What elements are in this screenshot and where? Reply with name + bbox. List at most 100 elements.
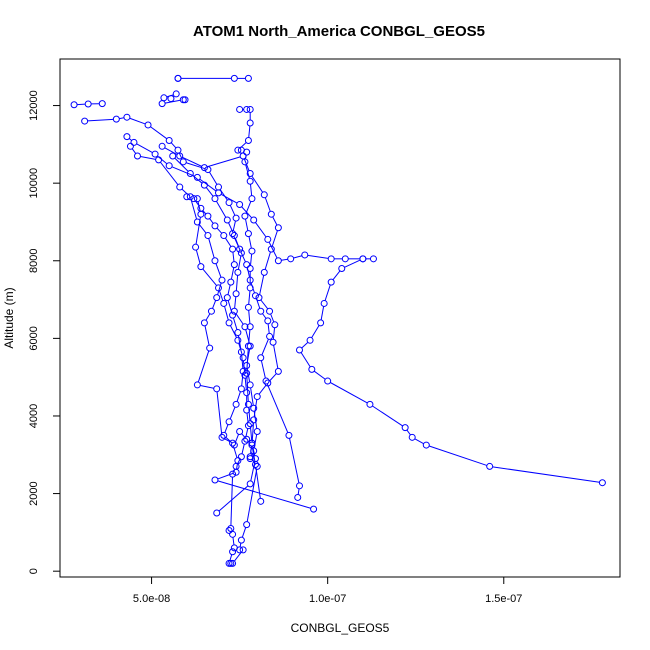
- data-point: [229, 470, 237, 478]
- series-segment: [272, 216, 278, 226]
- series-segment: [224, 306, 229, 321]
- data-point: [186, 169, 194, 177]
- data-point: [123, 113, 131, 121]
- series-segment: [242, 360, 246, 373]
- data-point: [251, 455, 259, 463]
- series-segment: [208, 238, 215, 259]
- series-segment: [297, 488, 300, 495]
- data-point: [183, 193, 191, 201]
- series-segment: [205, 313, 211, 321]
- series-segment: [252, 445, 256, 456]
- series-segment: [229, 406, 236, 420]
- data-point: [225, 418, 233, 426]
- data-point: [236, 105, 244, 113]
- series-segment: [330, 382, 368, 404]
- data-point: [241, 371, 249, 379]
- series-segment: [131, 148, 137, 154]
- data-point: [130, 138, 138, 146]
- data-point: [211, 476, 219, 484]
- series-segment: [235, 275, 239, 291]
- y-axis: 0 2000 4000 6000 8000 10000 12000: [28, 90, 60, 574]
- data-point: [250, 404, 258, 412]
- data-point: [341, 255, 349, 263]
- data-point: [241, 212, 249, 220]
- data-point: [207, 307, 215, 315]
- series-segment: [220, 193, 238, 204]
- series-segment: [246, 349, 249, 371]
- series-segment: [250, 387, 254, 406]
- y-tick-label: 10000: [28, 168, 40, 199]
- series-segment: [259, 275, 265, 295]
- data-point: [214, 189, 222, 197]
- y-tick-label: 6000: [28, 326, 40, 350]
- series-segment: [217, 472, 234, 480]
- data-point: [310, 505, 318, 513]
- data-point: [237, 385, 245, 393]
- x-tick-label: 1.0e-07: [309, 593, 346, 605]
- data-point: [246, 265, 254, 273]
- data-point: [250, 216, 258, 224]
- y-tick-label: 2000: [28, 481, 40, 505]
- series-segment: [229, 205, 236, 216]
- series-segment: [241, 354, 244, 369]
- data-point: [246, 177, 254, 185]
- series-segment: [251, 422, 255, 443]
- series-segment: [199, 178, 217, 192]
- series-profile: [295, 255, 606, 487]
- data-point: [232, 400, 240, 408]
- series-segment: [237, 255, 242, 270]
- data-point: [232, 462, 240, 470]
- series-segment: [119, 117, 125, 120]
- data-point: [243, 369, 251, 377]
- series-segment: [245, 164, 250, 179]
- series-segment: [248, 329, 251, 344]
- series-segment: [267, 323, 270, 334]
- data-point: [486, 462, 494, 470]
- series-segment: [251, 175, 264, 193]
- series-segment: [241, 374, 244, 386]
- data-point: [190, 195, 198, 203]
- series-segment: [264, 197, 271, 212]
- series-segment: [232, 317, 238, 330]
- series-layer: [70, 74, 606, 567]
- series-segment: [293, 255, 303, 259]
- series-segment: [228, 222, 234, 234]
- data-point: [243, 389, 251, 397]
- data-point: [230, 441, 238, 449]
- series-segment: [205, 187, 214, 197]
- data-point: [218, 433, 226, 441]
- series-segment: [332, 270, 341, 281]
- series-segment: [195, 200, 200, 207]
- data-point: [81, 117, 89, 125]
- series-segment: [204, 325, 210, 346]
- data-point: [248, 439, 256, 447]
- data-point: [204, 212, 212, 220]
- data-point: [267, 210, 275, 218]
- series-segment: [258, 385, 267, 395]
- series-segment: [215, 263, 222, 278]
- series-segment: [236, 391, 241, 402]
- data-point: [211, 195, 219, 203]
- series-segment: [406, 429, 411, 436]
- series-segment: [234, 238, 240, 247]
- series-segment: [209, 171, 218, 185]
- data-point: [239, 546, 247, 554]
- series-segment: [266, 383, 289, 433]
- series-segment: [225, 437, 233, 444]
- series-segment: [197, 201, 201, 212]
- data-point: [236, 201, 244, 209]
- data-point: [250, 416, 258, 424]
- data-point: [308, 365, 316, 373]
- x-tick-label: 5.0e-08: [133, 593, 170, 605]
- series-profile: [81, 113, 261, 463]
- data-point: [165, 162, 173, 170]
- data-point: [234, 336, 242, 344]
- data-point: [169, 152, 177, 160]
- series-segment: [255, 298, 261, 309]
- series-segment: [239, 543, 242, 547]
- data-point: [244, 400, 252, 408]
- data-point: [220, 232, 228, 240]
- series-segment: [237, 335, 242, 350]
- data-point: [246, 105, 254, 113]
